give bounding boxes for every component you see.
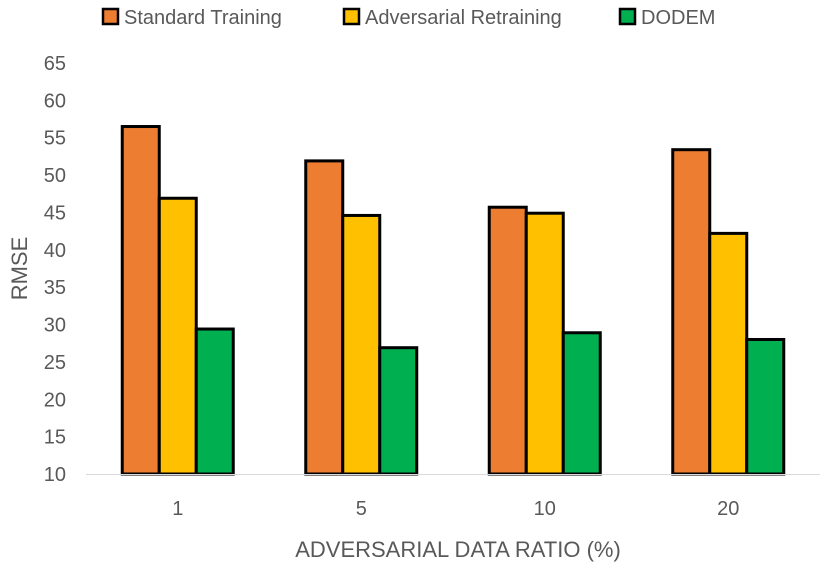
x-tick-label: 10 (534, 498, 556, 520)
bar-dodem (194, 327, 235, 476)
y-tick-label: 20 (44, 389, 66, 411)
y-tick-label: 10 (44, 464, 66, 486)
bar-dodem (745, 337, 786, 476)
y-tick-label: 35 (44, 277, 66, 299)
y-tick-label: 55 (44, 128, 66, 150)
y-axis-title: RMSE (7, 237, 32, 301)
legend-label: Standard Training (124, 7, 282, 29)
x-tick-label: 20 (717, 498, 739, 520)
legend-swatch (101, 7, 120, 26)
bar-dodem (378, 346, 419, 476)
bar-adversarial-retraining (524, 211, 565, 476)
bar-standard-training (120, 125, 161, 476)
y-tick-label: 30 (44, 315, 66, 337)
legend-label: DODEM (641, 7, 715, 29)
x-axis: 1 5 10 20 (172, 498, 739, 520)
bar-standard-training (304, 159, 345, 476)
y-tick-label: 25 (44, 352, 66, 374)
bar-standard-training (487, 205, 528, 476)
bar-adversarial-retraining (708, 231, 749, 476)
legend-item-adversarial-retraining: Adversarial Retraining (342, 7, 562, 29)
x-axis-title: ADVERSARIAL DATA RATIO (%) (295, 537, 621, 562)
y-tick-label: 60 (44, 90, 66, 112)
y-tick-label: 45 (44, 202, 66, 224)
legend-label: Adversarial Retraining (365, 7, 562, 29)
bar-adversarial-retraining (341, 213, 382, 476)
legend: Standard Training Adversarial Retraining D… (101, 7, 715, 29)
bar-adversarial-retraining (157, 196, 198, 476)
y-axis: 10 15 20 25 30 35 40 45 50 55 60 65 (44, 53, 66, 486)
legend-swatch (342, 7, 361, 26)
legend-swatch (618, 7, 637, 26)
legend-item-dodem: DODEM (618, 7, 715, 29)
bar-standard-training (671, 148, 712, 476)
y-tick-label: 40 (44, 240, 66, 262)
y-tick-label: 65 (44, 53, 66, 75)
bars (120, 125, 786, 476)
y-tick-label: 15 (44, 427, 66, 449)
legend-item-standard-training: Standard Training (101, 7, 282, 29)
bar-dodem (561, 331, 602, 476)
x-tick-label: 1 (172, 498, 183, 520)
x-tick-label: 5 (356, 498, 367, 520)
y-tick-label: 50 (44, 165, 66, 187)
